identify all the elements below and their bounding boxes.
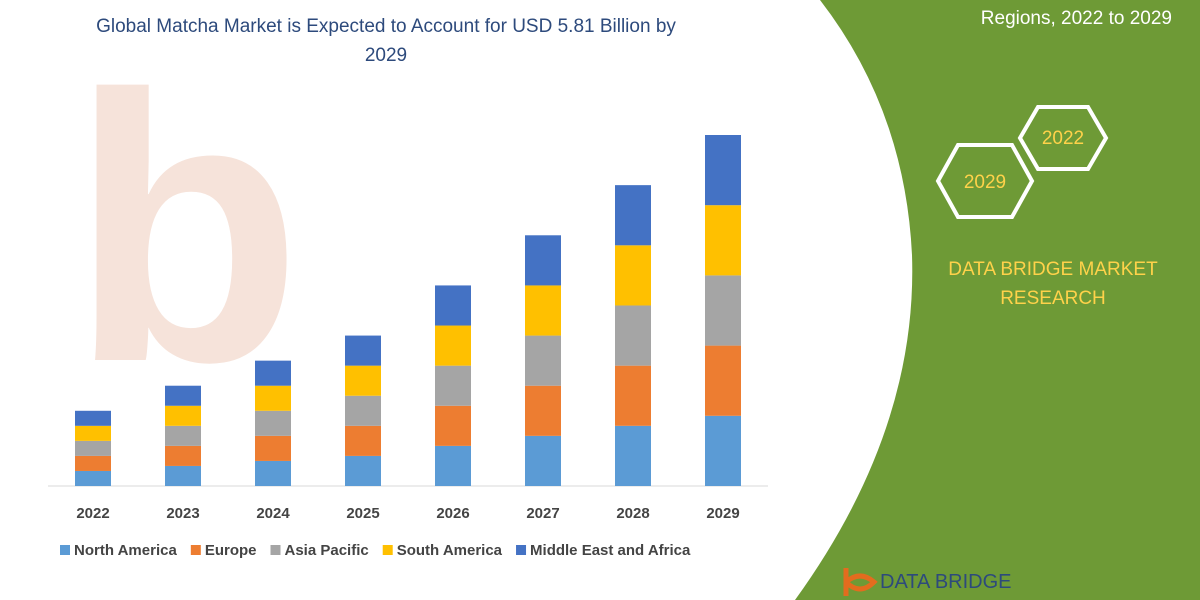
x-tick-label: 2027 (526, 505, 559, 522)
bar-segment (75, 425, 111, 441)
legend-swatch (270, 545, 281, 555)
bar-segment (705, 415, 741, 486)
logo-text: DATA BRIDGE (880, 571, 1012, 593)
bar-segment (615, 305, 651, 366)
hexagon-label: 2029 (964, 172, 1006, 193)
legend-swatch (190, 545, 201, 555)
bar-segment (525, 235, 561, 286)
x-tick-label: 2023 (166, 505, 199, 522)
bar-segment (705, 345, 741, 416)
chart-title: Global Matcha Market is Expected to Acco… (96, 16, 676, 66)
logo-icon (843, 568, 878, 596)
bar-segment (255, 410, 291, 436)
brand-line: DATA BRIDGE MARKET (948, 259, 1158, 280)
panel-subtitle: Regions, 2022 to 2029 (981, 8, 1172, 29)
bar-segment (165, 385, 201, 406)
legend-label: Middle East and Africa (530, 542, 691, 559)
bar-segment (165, 405, 201, 426)
bar-segment (525, 285, 561, 336)
bar-segment (345, 335, 381, 366)
bar-segment (165, 465, 201, 486)
bar-segment (435, 405, 471, 446)
bar-segment (705, 135, 741, 206)
legend-label: South America (397, 542, 503, 559)
legend-swatch (516, 545, 527, 555)
bar-segment (345, 365, 381, 396)
bar-segment (75, 410, 111, 426)
bar-segment (435, 285, 471, 326)
x-tick-label: 2025 (346, 505, 379, 522)
bar-segment (345, 425, 381, 456)
x-tick-label: 2028 (616, 505, 649, 522)
bar-segment (435, 365, 471, 406)
bar-segment (75, 455, 111, 471)
x-tick-label: 2026 (436, 505, 469, 522)
bar-segment (615, 365, 651, 426)
bar-segment (345, 395, 381, 426)
bar-segment (165, 445, 201, 466)
bar-segment (75, 470, 111, 486)
bar-segment (345, 455, 381, 486)
bar-segment (525, 385, 561, 436)
x-tick-label: 2029 (706, 505, 739, 522)
bar-segment (255, 360, 291, 386)
bar-segment (255, 385, 291, 411)
bar-segment (255, 435, 291, 461)
bar-segment (435, 445, 471, 486)
x-tick-label: 2022 (76, 505, 109, 522)
x-tick-label: 2024 (256, 505, 290, 522)
legend-label: Europe (205, 542, 257, 559)
bar-segment (525, 435, 561, 486)
bar-segment (165, 425, 201, 446)
legend-label: North America (74, 542, 177, 559)
hexagon-label: 2022 (1042, 128, 1084, 149)
legend-swatch (60, 545, 70, 555)
hexagon (1017, 105, 1109, 171)
legend-label: Asia Pacific (285, 542, 369, 559)
legend-swatch (382, 545, 393, 555)
green-panel (795, 0, 1200, 600)
bar-segment (705, 275, 741, 346)
bar-segment (615, 245, 651, 306)
bar-segment (705, 205, 741, 276)
bar-segment (525, 335, 561, 386)
bar-segment (435, 325, 471, 366)
bar-segment (615, 425, 651, 486)
bar-segment (615, 185, 651, 246)
brand-line: RESEARCH (1000, 288, 1106, 309)
bar-segment (255, 460, 291, 486)
bar-segment (75, 440, 111, 456)
hexagon (935, 143, 1035, 219)
